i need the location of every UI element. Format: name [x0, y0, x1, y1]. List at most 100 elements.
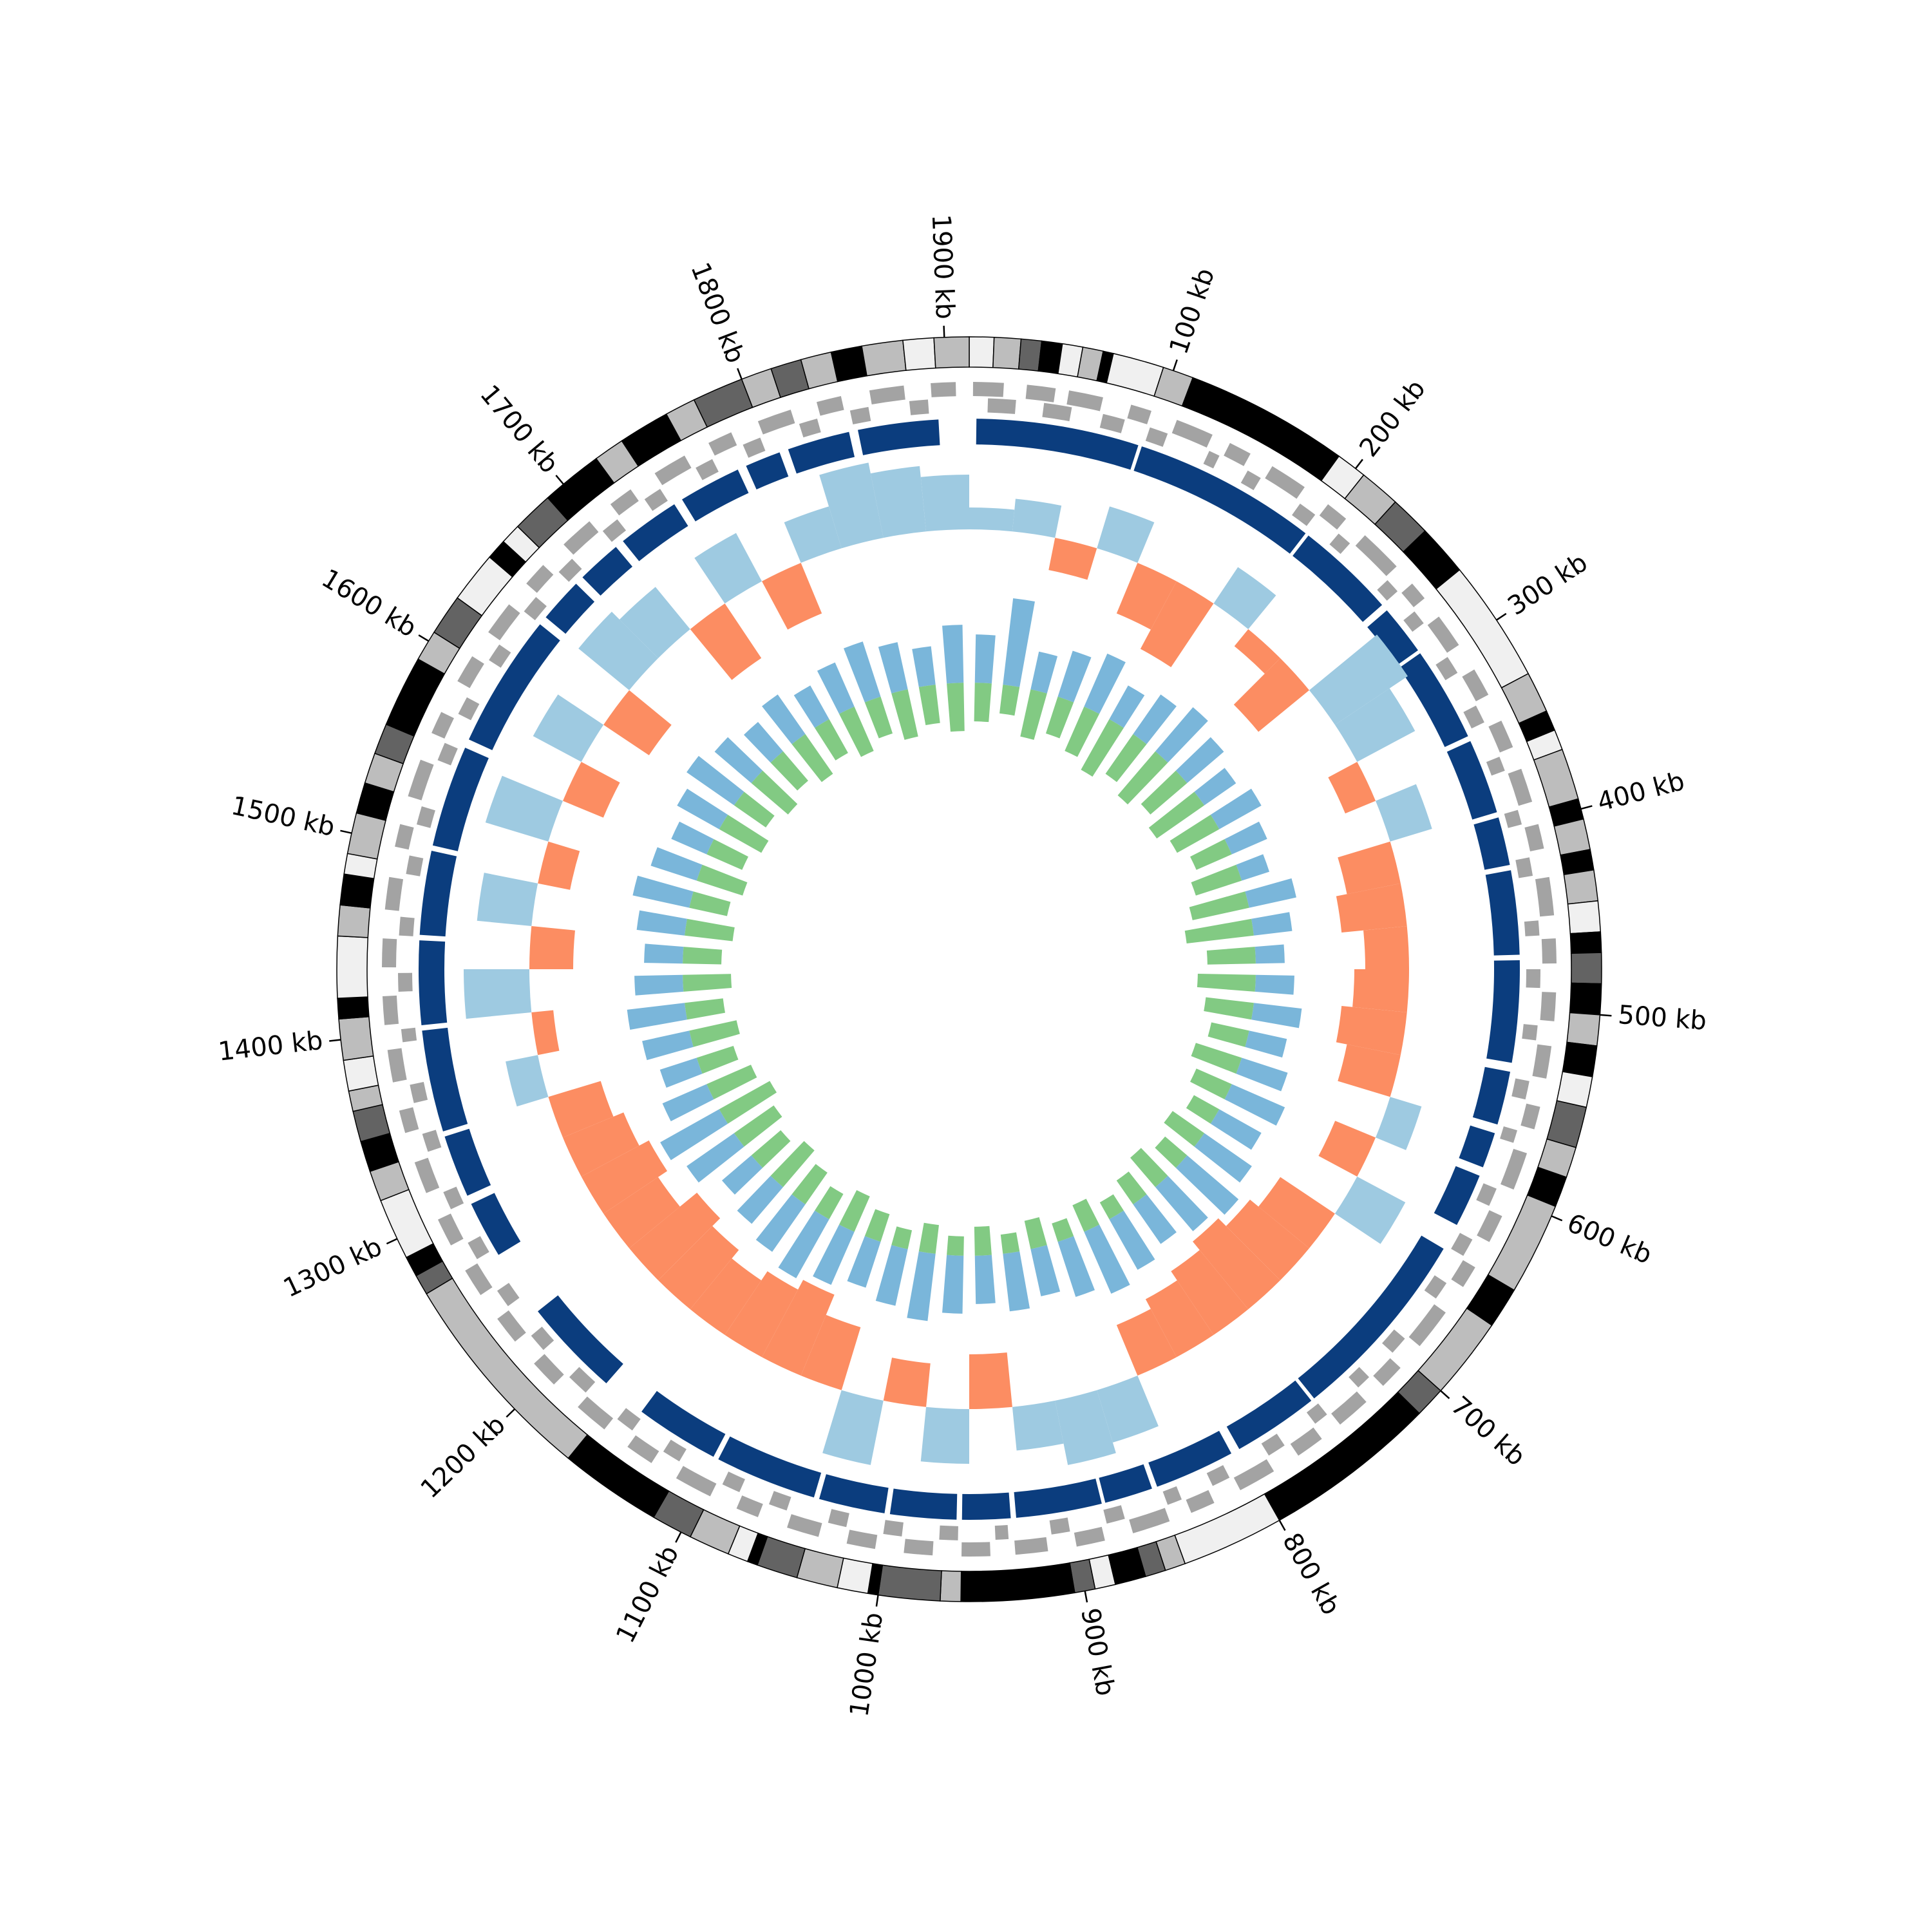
series-spike — [1194, 1133, 1252, 1183]
gene — [526, 565, 554, 593]
series-spike — [1245, 1030, 1287, 1058]
gene — [816, 396, 844, 416]
skew-bar — [529, 926, 575, 969]
series-spike — [847, 1236, 881, 1288]
series-spike — [644, 943, 684, 964]
gene — [1462, 669, 1489, 702]
skew-bar — [1334, 1176, 1406, 1244]
gene — [904, 1539, 934, 1556]
band — [337, 996, 370, 1020]
tick-mark — [1496, 612, 1507, 621]
series-spike — [706, 838, 748, 870]
gene — [497, 1283, 520, 1307]
series-spike — [683, 974, 732, 992]
gene — [443, 1186, 464, 1209]
skew-bar — [619, 587, 690, 659]
gene — [531, 1327, 554, 1350]
series-spike — [706, 1065, 757, 1100]
block — [681, 469, 749, 522]
series-spike — [1251, 1003, 1302, 1028]
series-spike — [1133, 1194, 1177, 1244]
gene — [994, 1524, 1009, 1540]
tick-label: 1400 kb — [216, 1026, 324, 1067]
series-spike — [942, 1255, 964, 1314]
block — [858, 419, 940, 455]
series-spike — [1197, 973, 1256, 992]
band — [338, 1016, 374, 1061]
block — [538, 1295, 623, 1383]
gene — [1501, 1148, 1528, 1190]
gene — [1526, 969, 1540, 989]
series-spike — [737, 1175, 783, 1224]
tick-mark — [1600, 1014, 1612, 1017]
band — [1106, 352, 1164, 397]
skew-bar — [1097, 506, 1155, 563]
series-spike — [1170, 815, 1220, 853]
band — [343, 1055, 379, 1092]
gene — [564, 521, 599, 555]
band — [1569, 982, 1602, 1016]
series-spike — [1109, 685, 1145, 728]
skew-bar — [603, 690, 672, 755]
series-spike — [1081, 719, 1124, 777]
skew-bar — [724, 1271, 799, 1358]
band — [1533, 748, 1579, 808]
series-spike — [1191, 1043, 1242, 1074]
tick-mark — [1084, 1591, 1088, 1603]
tick-mark — [1551, 1215, 1563, 1222]
tick-label: 200 kb — [1354, 374, 1431, 462]
block — [1148, 1430, 1232, 1487]
block — [1472, 1066, 1511, 1125]
skew-bar — [1376, 784, 1432, 842]
gene — [617, 1408, 641, 1431]
gene — [1435, 657, 1458, 681]
series-spike — [1117, 751, 1168, 805]
series-spike — [770, 1141, 815, 1188]
gene — [437, 743, 458, 766]
gene — [1515, 857, 1533, 878]
series-spike — [864, 1209, 890, 1242]
gene — [1290, 1427, 1322, 1456]
series-spike — [1186, 1095, 1220, 1124]
band — [1567, 900, 1602, 934]
band — [933, 336, 970, 369]
tick-label: 100 kb — [1164, 265, 1220, 358]
block — [1293, 535, 1383, 622]
series-spike — [1030, 651, 1058, 694]
skew-bar — [629, 1193, 721, 1280]
series-spike — [1065, 706, 1100, 757]
gene — [610, 489, 639, 516]
tick-mark — [329, 1039, 341, 1042]
gene — [1049, 1517, 1070, 1535]
series-spike — [650, 847, 703, 881]
series-spike — [791, 734, 833, 782]
series-spike — [844, 641, 881, 703]
tick-label: 1200 kb — [415, 1410, 511, 1504]
tick-mark — [1580, 805, 1593, 810]
series-spike — [1105, 734, 1147, 782]
gene — [1504, 810, 1522, 828]
series-spike — [1020, 689, 1047, 740]
gene — [1014, 1537, 1048, 1555]
gene — [1476, 1183, 1497, 1206]
series-spike — [632, 875, 694, 908]
gene — [1427, 616, 1459, 653]
skew-bar — [1336, 1005, 1407, 1056]
skew-bar — [822, 1390, 884, 1465]
series-spike — [918, 685, 940, 725]
gene — [722, 1472, 745, 1493]
series-spike — [947, 1235, 964, 1256]
gene — [1532, 1044, 1552, 1079]
gene — [401, 1027, 417, 1043]
series-spike — [762, 694, 806, 744]
gene — [1162, 1486, 1182, 1505]
gene — [1424, 1275, 1447, 1299]
tick-mark — [1354, 459, 1363, 469]
skew-bar — [1097, 1376, 1159, 1443]
gene — [1477, 1210, 1502, 1242]
gene — [395, 824, 414, 850]
block — [1485, 870, 1520, 956]
series-spike — [1190, 838, 1232, 870]
tick-label: 600 kb — [1563, 1208, 1656, 1270]
skew-bar — [1213, 567, 1276, 630]
